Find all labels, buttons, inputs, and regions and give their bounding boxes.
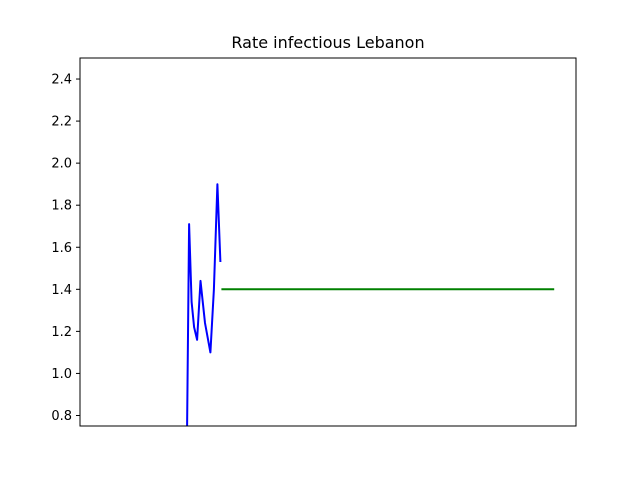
y-tick-label: 2.4: [51, 73, 72, 88]
plot-frame: [79, 57, 577, 427]
y-tick-label: 1.4: [51, 283, 72, 298]
chart-title: Rate infectious Lebanon: [231, 33, 424, 52]
y-tick-label: 1.6: [51, 241, 72, 256]
y-tick-label: 1.2: [51, 325, 72, 340]
y-tick-label: 2.2: [51, 115, 72, 130]
series-line-1: [186, 183, 222, 426]
y-tick-label: 0.8: [51, 409, 72, 424]
y-axis: 0.8 1.0 1.2 1.4 1.6 1.8 2.0 2.2 2.4: [51, 73, 80, 424]
y-tick-label: 1.0: [51, 367, 72, 382]
y-tick-label: 2.0: [51, 157, 72, 172]
y-tick-label: 1.8: [51, 199, 72, 214]
series-layer: [186, 183, 555, 426]
